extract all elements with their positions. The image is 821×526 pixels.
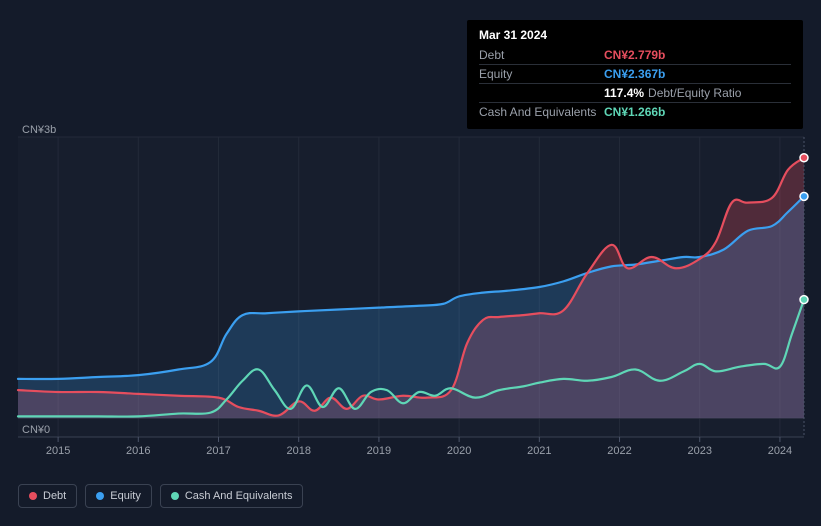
chart-container: CN¥3b CN¥0 20152016201720182019202020212…	[0, 0, 821, 526]
tooltip-rows: DebtCN¥2.779bEquityCN¥2.367b117.4%Debt/E…	[479, 46, 791, 121]
legend-item-cash[interactable]: Cash And Equivalents	[160, 484, 304, 508]
tooltip-date: Mar 31 2024	[479, 28, 791, 46]
tooltip-value: 117.4%	[604, 86, 644, 100]
tooltip-value: CN¥2.367b	[604, 67, 665, 81]
x-axis-label: 2016	[126, 445, 150, 457]
tooltip-label: Cash And Equivalents	[479, 105, 604, 119]
x-axis-label: 2023	[687, 445, 711, 457]
legend-label: Equity	[110, 490, 141, 502]
x-axis-label: 2018	[286, 445, 310, 457]
x-axis-label: 2019	[367, 445, 391, 457]
legend-item-equity[interactable]: Equity	[85, 484, 152, 508]
legend-label: Cash And Equivalents	[185, 490, 293, 502]
x-axis-label: 2017	[206, 445, 230, 457]
tooltip-row: 117.4% Debt/Equity Ratio	[479, 84, 791, 103]
x-axis-label: 2020	[447, 445, 471, 457]
tooltip-label: Debt	[479, 48, 604, 62]
legend-label: Debt	[43, 490, 66, 502]
legend-item-debt[interactable]: Debt	[18, 484, 77, 508]
chart-legend: Debt Equity Cash And Equivalents	[18, 484, 303, 508]
tooltip-row: Cash And EquivalentsCN¥1.266b	[479, 103, 791, 121]
chart-tooltip: Mar 31 2024 DebtCN¥2.779bEquityCN¥2.367b…	[467, 20, 803, 129]
legend-dot-icon	[171, 492, 179, 500]
tooltip-value: CN¥1.266b	[604, 105, 665, 119]
legend-dot-icon	[29, 492, 37, 500]
x-axis-label: 2015	[46, 445, 70, 457]
x-axis-label: 2022	[607, 445, 631, 457]
x-axis-label: 2021	[527, 445, 551, 457]
tooltip-row: DebtCN¥2.779b	[479, 46, 791, 65]
x-axis-label: 2024	[768, 445, 792, 457]
tooltip-row: EquityCN¥2.367b	[479, 65, 791, 84]
tooltip-value: CN¥2.779b	[604, 48, 665, 62]
tooltip-suffix: Debt/Equity Ratio	[648, 86, 741, 100]
legend-dot-icon	[96, 492, 104, 500]
tooltip-label: Equity	[479, 67, 604, 81]
